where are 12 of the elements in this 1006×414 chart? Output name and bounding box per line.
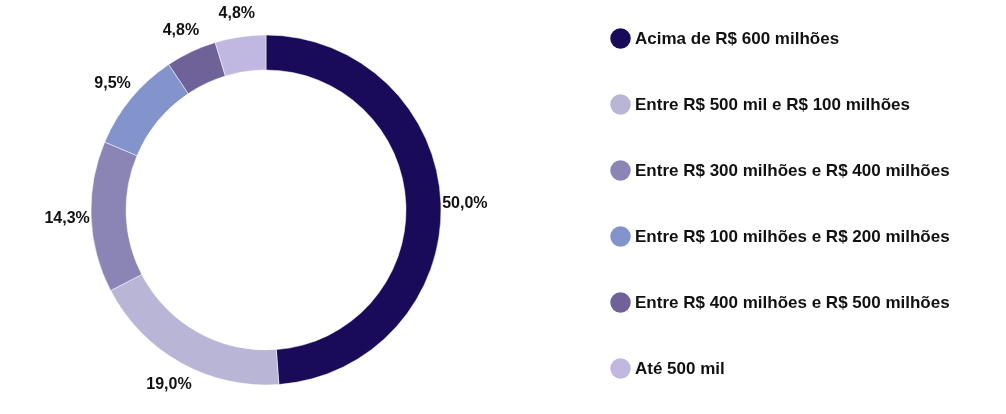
data-label: 14,3% [44,208,90,226]
data-label: 4,8% [162,21,200,39]
legend-label: Entre R$ 100 milhões e R$ 200 milhões [635,226,950,246]
data-label: 9,5% [94,74,131,92]
legend-label: Acima de R$ 600 milhões [635,28,840,48]
legend-label: Entre R$ 400 milhões e R$ 500 milhões [635,292,950,312]
data-label: 4,8% [218,4,256,22]
legend-label: Entre R$ 500 mil e R$ 100 milhões [635,94,910,114]
data-label: 19,0% [146,374,192,392]
data-label: 50,0% [442,193,488,211]
legend-label: Entre R$ 300 milhões e R$ 400 milhões [635,160,950,180]
legend-label: Até 500 mil [635,358,725,378]
